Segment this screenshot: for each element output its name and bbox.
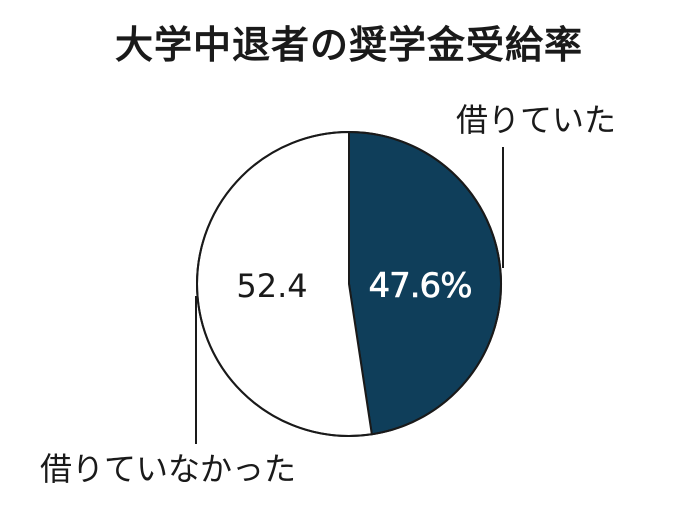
- chart-title: 大学中退者の奨学金受給率: [114, 23, 583, 67]
- value-label-not-borrowed: 52.4: [236, 267, 307, 305]
- pie-outline: [196, 131, 502, 437]
- category-label-borrowed: 借りていた: [456, 101, 616, 139]
- category-label-not-borrowed: 借りていなかった: [40, 450, 296, 488]
- value-label-borrowed: 47.6%: [368, 266, 471, 306]
